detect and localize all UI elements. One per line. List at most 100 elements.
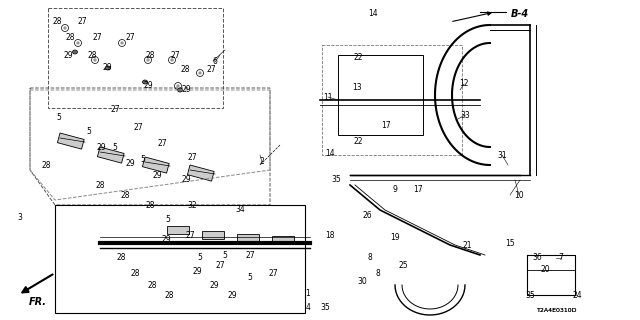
Text: 5: 5 <box>141 156 145 164</box>
Bar <box>167 226 189 234</box>
Bar <box>188 165 214 181</box>
Ellipse shape <box>106 66 111 70</box>
Circle shape <box>198 72 202 74</box>
Text: 28: 28 <box>87 51 97 60</box>
Text: 24: 24 <box>572 291 582 300</box>
Text: 27: 27 <box>170 51 180 60</box>
Text: 35: 35 <box>320 303 330 313</box>
Text: 22: 22 <box>353 138 363 147</box>
Text: 29: 29 <box>96 143 106 153</box>
Text: 5: 5 <box>113 143 117 153</box>
Text: 36: 36 <box>532 253 542 262</box>
Text: 22: 22 <box>353 53 363 62</box>
Text: 8: 8 <box>376 269 380 278</box>
Text: 29: 29 <box>181 175 191 185</box>
Bar <box>55 205 305 313</box>
Circle shape <box>120 42 124 44</box>
Ellipse shape <box>143 80 147 84</box>
Text: 27: 27 <box>110 106 120 115</box>
Text: 28: 28 <box>145 201 155 210</box>
Text: 11: 11 <box>323 92 333 101</box>
Bar <box>237 234 259 242</box>
Bar <box>48 8 223 108</box>
Text: 29: 29 <box>102 63 112 73</box>
Text: 34: 34 <box>235 205 245 214</box>
Text: 27: 27 <box>125 34 135 43</box>
Text: 27: 27 <box>92 34 102 43</box>
Text: 17: 17 <box>413 186 423 195</box>
Text: 3: 3 <box>17 213 22 222</box>
Text: 27: 27 <box>77 18 87 27</box>
Text: 19: 19 <box>390 234 400 243</box>
Ellipse shape <box>72 50 77 54</box>
Text: B-4: B-4 <box>511 9 529 19</box>
Text: T2A4E0310D: T2A4E0310D <box>537 308 577 313</box>
Text: 27: 27 <box>215 260 225 269</box>
Text: 33: 33 <box>460 110 470 119</box>
Text: 5: 5 <box>166 215 170 225</box>
Text: 27: 27 <box>245 251 255 260</box>
Text: 28: 28 <box>147 281 157 290</box>
Circle shape <box>93 59 97 61</box>
Text: 28: 28 <box>120 190 130 199</box>
Text: 29: 29 <box>63 51 73 60</box>
Text: 10: 10 <box>514 190 524 199</box>
Text: T2A4E0310D: T2A4E0310D <box>537 308 577 313</box>
Text: 29: 29 <box>192 268 202 276</box>
Ellipse shape <box>177 88 182 92</box>
Text: 28: 28 <box>131 268 140 277</box>
Text: 21: 21 <box>462 241 472 250</box>
Text: 13: 13 <box>352 84 362 92</box>
Circle shape <box>63 27 67 29</box>
Text: 29: 29 <box>125 158 135 167</box>
Text: 12: 12 <box>460 79 468 89</box>
Text: 29: 29 <box>209 281 219 290</box>
Text: 18: 18 <box>325 231 335 241</box>
Text: 31: 31 <box>497 150 507 159</box>
Text: 28: 28 <box>116 253 125 262</box>
Circle shape <box>171 59 173 61</box>
Text: 30: 30 <box>357 277 367 286</box>
Text: 28: 28 <box>52 18 61 27</box>
Text: 1: 1 <box>306 290 310 299</box>
Bar <box>97 147 124 163</box>
Text: 2: 2 <box>260 157 264 166</box>
Text: 28: 28 <box>164 291 173 300</box>
Text: 25: 25 <box>398 260 408 269</box>
Text: 28: 28 <box>95 180 105 189</box>
Text: 28: 28 <box>41 161 51 170</box>
Text: 29: 29 <box>161 236 171 244</box>
Text: 29: 29 <box>152 171 162 180</box>
Text: 9: 9 <box>392 186 397 195</box>
Text: 14: 14 <box>325 148 335 157</box>
Bar <box>322 45 462 155</box>
Circle shape <box>77 42 79 44</box>
Text: 32: 32 <box>187 202 197 211</box>
Text: 5: 5 <box>248 274 252 283</box>
Text: 4: 4 <box>305 303 310 313</box>
Bar <box>338 55 423 135</box>
Circle shape <box>147 59 149 61</box>
Text: 14: 14 <box>368 10 378 19</box>
Text: FR.: FR. <box>29 297 47 307</box>
Text: 26: 26 <box>362 211 372 220</box>
Text: 27: 27 <box>133 124 143 132</box>
Text: 27: 27 <box>187 154 197 163</box>
Bar <box>202 231 224 239</box>
Text: 27: 27 <box>185 230 195 239</box>
Text: 5: 5 <box>86 127 92 137</box>
Text: 35: 35 <box>331 175 341 185</box>
Bar <box>272 236 294 244</box>
Bar <box>143 157 169 173</box>
Text: 35: 35 <box>525 292 535 300</box>
Text: 28: 28 <box>65 34 75 43</box>
Text: 20: 20 <box>540 266 550 275</box>
Text: 7: 7 <box>559 253 563 262</box>
Text: 5: 5 <box>198 252 202 261</box>
Text: 27: 27 <box>268 268 278 277</box>
Text: 27: 27 <box>206 66 216 75</box>
Text: 15: 15 <box>505 238 515 247</box>
Circle shape <box>177 84 179 87</box>
Text: 29: 29 <box>143 81 153 90</box>
Text: 27: 27 <box>157 139 167 148</box>
